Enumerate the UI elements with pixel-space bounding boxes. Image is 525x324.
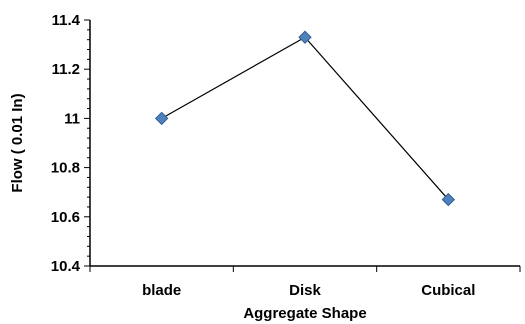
data-point-marker xyxy=(154,111,169,126)
y-tick-label: 10.6 xyxy=(51,209,80,226)
data-point-marker xyxy=(441,192,456,207)
x-tick-label: Cubical xyxy=(421,282,475,299)
y-tick-label: 10.8 xyxy=(51,160,80,177)
data-point-marker xyxy=(298,30,312,44)
series-group xyxy=(154,30,456,207)
x-tick-labels: blade Disk Cubical xyxy=(142,282,475,299)
x-tick-label: Disk xyxy=(289,282,321,299)
y-tick-label: 11 xyxy=(64,110,80,127)
series-line xyxy=(161,36,449,200)
axes xyxy=(84,19,521,272)
y-tick-label: 11.4 xyxy=(52,12,81,29)
y-tick-label: 10.4 xyxy=(51,258,81,275)
y-tick-label: 11.2 xyxy=(52,61,80,78)
x-axis-title: Aggregate Shape xyxy=(243,305,366,322)
y-axis-title: Flow ( 0.01 In) xyxy=(9,93,26,192)
y-tick-labels: 10.4 10.6 10.8 11 11.2 11.4 xyxy=(51,12,81,275)
x-tick-label: blade xyxy=(142,282,181,299)
